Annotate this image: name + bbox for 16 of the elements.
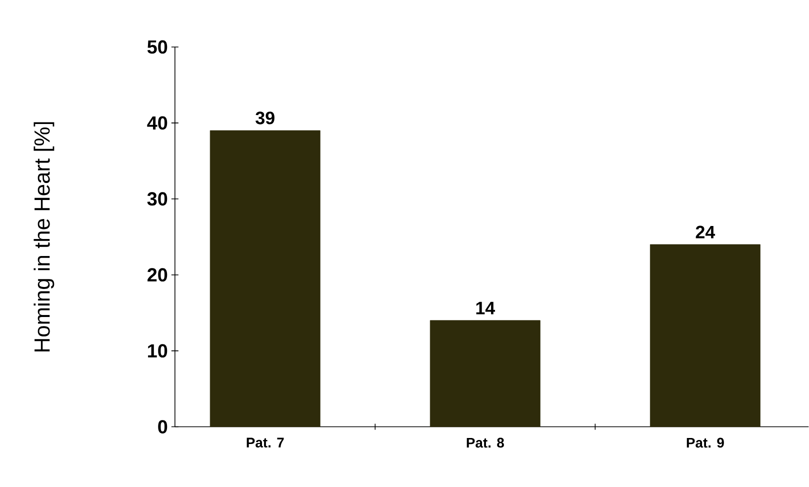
y-tick-label: 30 [147,192,168,206]
data-label: 24 [696,226,716,238]
x-tick-label: Pat. 9 [686,438,724,448]
bar [210,130,320,428]
bar [650,244,760,428]
y-tick-label: 10 [148,344,168,358]
x-tick-label: Pat. 7 [246,438,284,448]
x-tick-label: Pat. 8 [466,438,504,448]
data-label: 14 [476,302,496,314]
y-tick-label: 40 [147,116,168,130]
y-tick-label: 20 [148,268,168,282]
y-axis-title: Homing in the Heart [%] [34,122,54,352]
y-tick-label: 0 [158,420,168,434]
y-tick-label: 50 [147,40,168,54]
bar [430,320,540,428]
data-label: 39 [256,112,274,124]
